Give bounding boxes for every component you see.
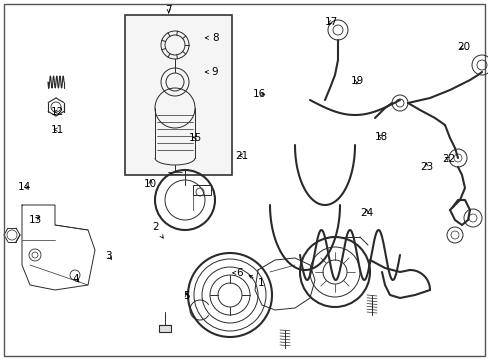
Bar xyxy=(193,185,210,195)
Text: 1: 1 xyxy=(248,275,264,288)
Bar xyxy=(159,325,171,332)
Text: 21: 21 xyxy=(235,150,248,161)
Text: 5: 5 xyxy=(183,291,190,301)
Text: 11: 11 xyxy=(51,125,64,135)
Bar xyxy=(125,15,231,175)
Text: 19: 19 xyxy=(349,76,363,86)
Text: 13: 13 xyxy=(28,215,42,225)
Text: 23: 23 xyxy=(419,162,432,172)
Text: 4: 4 xyxy=(72,274,79,284)
Text: 8: 8 xyxy=(205,33,218,43)
Text: 6: 6 xyxy=(232,268,243,278)
Text: 10: 10 xyxy=(144,179,157,189)
Text: 18: 18 xyxy=(374,132,387,142)
Text: 20: 20 xyxy=(456,42,469,52)
Text: 3: 3 xyxy=(105,251,112,261)
Text: 9: 9 xyxy=(205,67,218,77)
Text: 17: 17 xyxy=(324,17,338,27)
Text: 15: 15 xyxy=(188,132,202,143)
Text: 22: 22 xyxy=(441,154,455,164)
Text: 14: 14 xyxy=(18,182,31,192)
Text: 16: 16 xyxy=(252,89,265,99)
Text: 24: 24 xyxy=(359,208,373,218)
Text: 2: 2 xyxy=(152,222,163,238)
Text: 12: 12 xyxy=(51,107,64,117)
Text: 7: 7 xyxy=(165,5,172,15)
